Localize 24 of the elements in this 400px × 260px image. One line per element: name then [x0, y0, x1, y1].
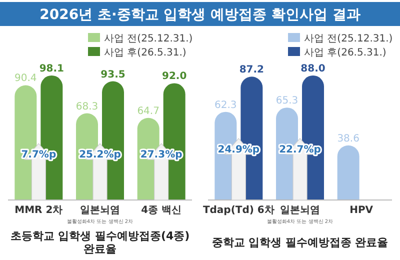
x-axis-title: 중학교 입학생 필수예방접종 완료율 [212, 236, 388, 249]
legend-label: 사업 후(26.5.31.) [104, 48, 186, 58]
x-tick-label: 일본뇌염 [80, 205, 120, 216]
data-label: 88.0 [300, 63, 326, 74]
data-label: 92.0 [162, 71, 187, 82]
data-label: 87.2 [239, 64, 264, 76]
data-label: 64.7 [137, 106, 160, 117]
x-axis-title: 초등학교 입학생 필수예방접종(4종) 완료율 [10, 230, 190, 256]
data-label: 38.6 [337, 133, 360, 144]
legend-label: 사업 전(25.12.31.) [104, 34, 193, 44]
legend-label: 사업 전(25.12.31.) [304, 34, 393, 44]
x-tick-label: Tdap(Td) 6차 [202, 205, 274, 216]
chart-title: 2026년 초·중학교 입학생 예방접종 확인사업 결과 [40, 7, 360, 23]
data-label: 65.3 [276, 96, 298, 107]
x-tick-label: HPV [350, 205, 374, 216]
legend-label: 사업 후(26.5.31.) [304, 48, 386, 58]
x-tick-label: MMR 2차 [14, 205, 63, 216]
data-label: 62.3 [214, 100, 237, 111]
data-label: 98.1 [39, 63, 64, 74]
data-label: 90.4 [14, 73, 37, 84]
x-tick-label: 일본뇌염 [280, 205, 320, 216]
data-label: 68.3 [76, 101, 98, 112]
data-label: 93.5 [100, 69, 126, 80]
x-tick-label: 4종 백신 [141, 205, 182, 216]
